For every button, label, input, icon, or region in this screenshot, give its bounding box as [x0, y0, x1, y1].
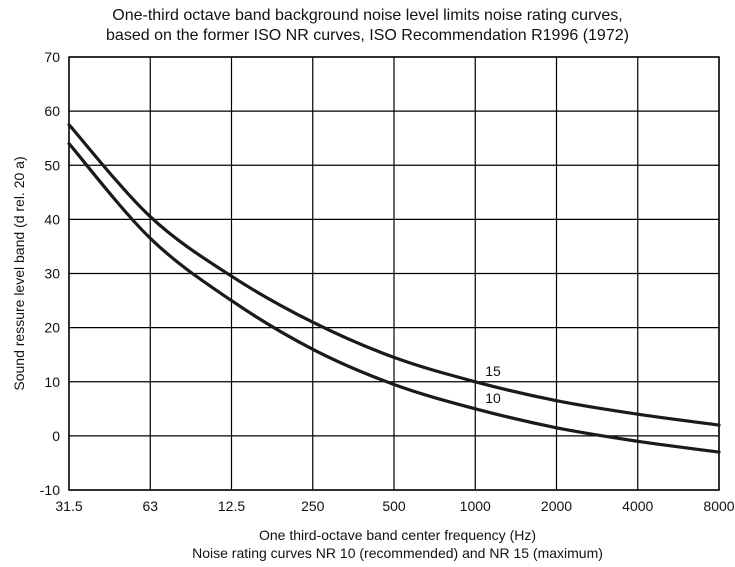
series-line-nr10: [67, 142, 721, 454]
y-tick-label: 50: [44, 157, 60, 173]
y-tick-label: 20: [44, 320, 60, 336]
x-axis-label: One third-octave band center frequency (…: [258, 527, 537, 543]
chart-title-line2: based on the former ISO NR curves, ISO R…: [106, 27, 629, 44]
series-label-nr15: 15: [485, 363, 501, 379]
y-axis-label: Sound ressure level band (d rel. 20 a): [11, 156, 27, 390]
chart-title: One-third octave band background noise l…: [0, 6, 735, 46]
x-tick-label: 250: [301, 498, 325, 514]
y-tick-label: 10: [44, 374, 60, 390]
y-tick-label: 30: [44, 266, 60, 282]
x-tick-label: 1000: [460, 498, 491, 514]
y-tick-label: 60: [44, 103, 60, 119]
y-tick-label: 40: [44, 211, 60, 227]
x-tick-label: 8000: [703, 498, 734, 514]
x-tick-label: 4000: [622, 498, 653, 514]
series-label-nr10: 10: [485, 390, 501, 406]
chart-title-line1: One-third octave band background noise l…: [112, 7, 623, 24]
x-axis-sublabel: Noise rating curves NR 10 (recommended) …: [192, 545, 603, 561]
x-tick-label: 63: [142, 498, 158, 514]
y-tick-label: 70: [44, 49, 60, 65]
series-line-nr15: [67, 123, 721, 427]
x-tick-label: 2000: [541, 498, 572, 514]
x-tick-label: 31.5: [55, 498, 82, 514]
plot-frame: [68, 56, 720, 491]
x-tick-label: 500: [382, 498, 406, 514]
y-tick-label: -10: [40, 482, 60, 498]
y-tick-label: 0: [52, 428, 60, 444]
x-tick-label: 12.5: [218, 498, 245, 514]
